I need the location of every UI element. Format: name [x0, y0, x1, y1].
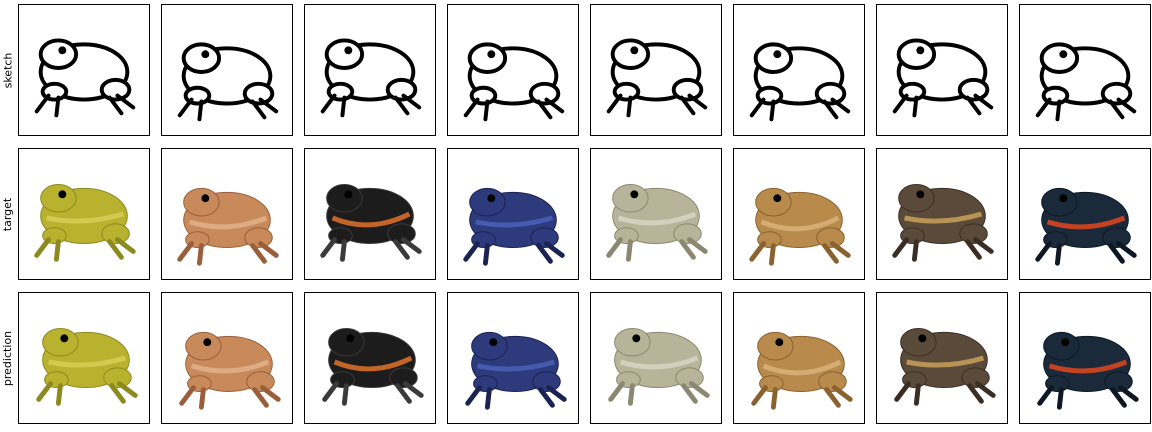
blue-poison-dart-frog-icon [463, 42, 565, 122]
prediction-image-2 [161, 292, 293, 424]
brown-frog-icon [177, 187, 279, 266]
sketch-image-7 [876, 4, 1008, 136]
target-image-6 [733, 148, 865, 280]
sketch-image-1 [18, 4, 150, 136]
red-blue-poison-dart-frog-icon [1037, 331, 1139, 410]
row-label-text: target [1, 197, 15, 231]
red-blue-poison-dart-frog-icon [1035, 187, 1137, 266]
sketch-image-4 [447, 4, 579, 136]
prediction-image-4 [447, 292, 579, 424]
sketch-image-5 [590, 4, 722, 136]
brown-frog-icon [179, 331, 281, 410]
pale-toad-icon [606, 183, 708, 262]
prediction-image-5 [590, 292, 722, 424]
brown-frog-icon [177, 42, 279, 122]
green-tree-frog-icon [34, 183, 136, 262]
prediction-image-7 [876, 292, 1008, 424]
red-blue-poison-dart-frog-icon [1035, 42, 1137, 122]
striped-poison-dart-frog-icon [322, 327, 424, 406]
prediction-image-1 [18, 292, 150, 424]
tan-toad-icon [749, 187, 851, 266]
prediction-image-8 [1019, 292, 1151, 424]
target-image-4 [447, 148, 579, 280]
striped-poison-dart-frog-icon [320, 183, 422, 262]
target-image-2 [161, 148, 293, 280]
row-label-text: prediction [1, 330, 15, 386]
pale-toad-icon [608, 327, 710, 406]
sketch-image-8 [1019, 4, 1151, 136]
sketch-image-2 [161, 4, 293, 136]
row-label-0: sketch [0, 4, 16, 136]
tan-toad-icon [749, 42, 851, 122]
row-label-2: prediction [0, 292, 16, 424]
dark-banded-frog-icon [892, 38, 994, 118]
target-image-5 [590, 148, 722, 280]
tan-toad-icon [751, 331, 853, 410]
target-image-3 [304, 148, 436, 280]
striped-poison-dart-frog-icon [320, 38, 422, 118]
sketch-image-6 [733, 4, 865, 136]
green-tree-frog-icon [34, 38, 136, 118]
sketch-image-3 [304, 4, 436, 136]
dark-banded-frog-icon [892, 183, 994, 262]
blue-poison-dart-frog-icon [463, 187, 565, 266]
blue-poison-dart-frog-icon [465, 331, 567, 410]
dark-banded-frog-icon [894, 327, 996, 406]
row-label-text: sketch [1, 52, 15, 88]
target-image-8 [1019, 148, 1151, 280]
green-tree-frog-icon [36, 327, 138, 406]
target-image-7 [876, 148, 1008, 280]
pale-toad-icon [606, 38, 708, 118]
target-image-1 [18, 148, 150, 280]
row-label-1: target [0, 148, 16, 280]
prediction-image-6 [733, 292, 865, 424]
prediction-image-3 [304, 292, 436, 424]
